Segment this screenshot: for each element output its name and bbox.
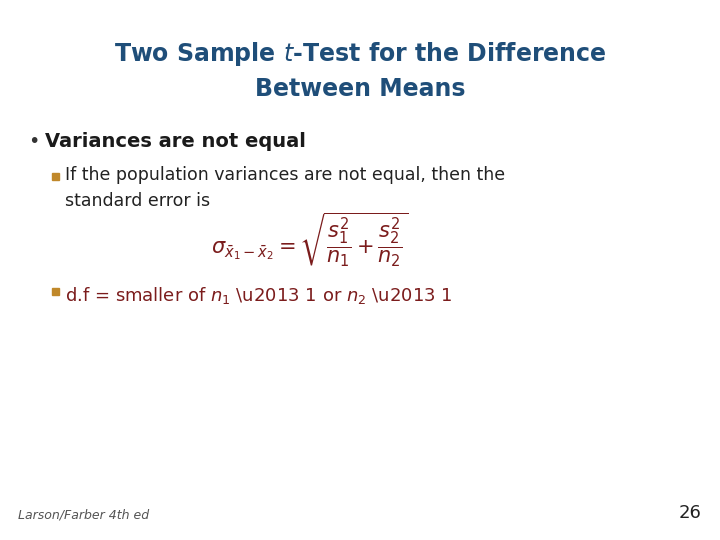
Text: 26: 26: [679, 504, 702, 522]
Text: Larson/Farber 4th ed: Larson/Farber 4th ed: [18, 509, 149, 522]
Text: If the population variances are not equal, then the
standard error is: If the population variances are not equa…: [65, 166, 505, 210]
Text: •: •: [28, 132, 40, 151]
Text: Two Sample $t$-Test for the Difference
Between Means: Two Sample $t$-Test for the Difference B…: [114, 40, 606, 100]
Text: $\sigma_{\bar{x}_1 - \bar{x}_2} = \sqrt{\dfrac{s_1^2}{n_1} + \dfrac{s_2^2}{n_2}}: $\sigma_{\bar{x}_1 - \bar{x}_2} = \sqrt{…: [212, 210, 408, 268]
Text: Variances are not equal: Variances are not equal: [45, 132, 306, 151]
Text: d.f = smaller of $n_1$ \u2013 1 or $n_2$ \u2013 1: d.f = smaller of $n_1$ \u2013 1 or $n_2$…: [65, 285, 453, 306]
Bar: [52, 288, 59, 295]
Bar: [52, 173, 59, 180]
